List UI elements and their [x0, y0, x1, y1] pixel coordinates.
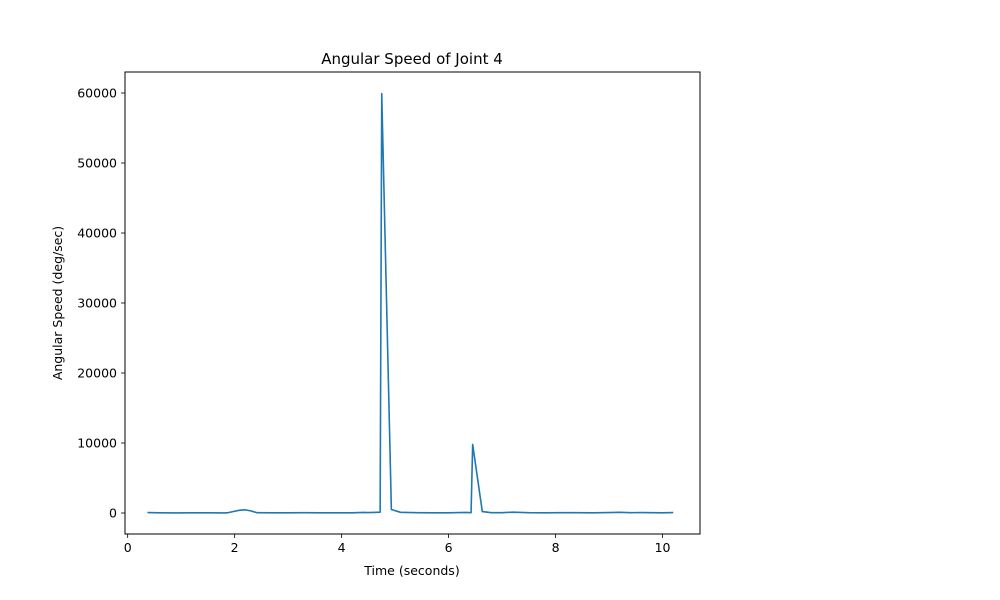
y-axis-ticks: 0 10000 20000 30000 40000 50000 60000: [77, 86, 125, 521]
y-tick-label: 60000: [77, 86, 117, 101]
x-axis-label: Time (seconds): [363, 563, 459, 578]
y-tick-label: 40000: [77, 226, 117, 241]
x-tick-label: 8: [552, 540, 560, 555]
y-axis-label: Angular Speed (deg/sec): [50, 226, 65, 380]
x-tick-label: 0: [124, 540, 132, 555]
x-tick-label: 4: [338, 540, 346, 555]
x-axis-ticks: 0 2 4 6 8 10: [124, 534, 671, 555]
y-tick-label: 0: [109, 506, 117, 521]
y-tick-label: 30000: [77, 296, 117, 311]
y-tick-label: 20000: [77, 366, 117, 381]
series-line: [147, 92, 674, 514]
chart-title: Angular Speed of Joint 4: [321, 50, 503, 68]
plot-area-frame: [124, 71, 701, 535]
series-layer: [147, 92, 674, 514]
y-tick-label: 50000: [77, 156, 117, 171]
x-tick-label: 10: [655, 540, 671, 555]
x-tick-label: 6: [445, 540, 453, 555]
x-tick-label: 2: [231, 540, 239, 555]
y-tick-label: 10000: [77, 436, 117, 451]
